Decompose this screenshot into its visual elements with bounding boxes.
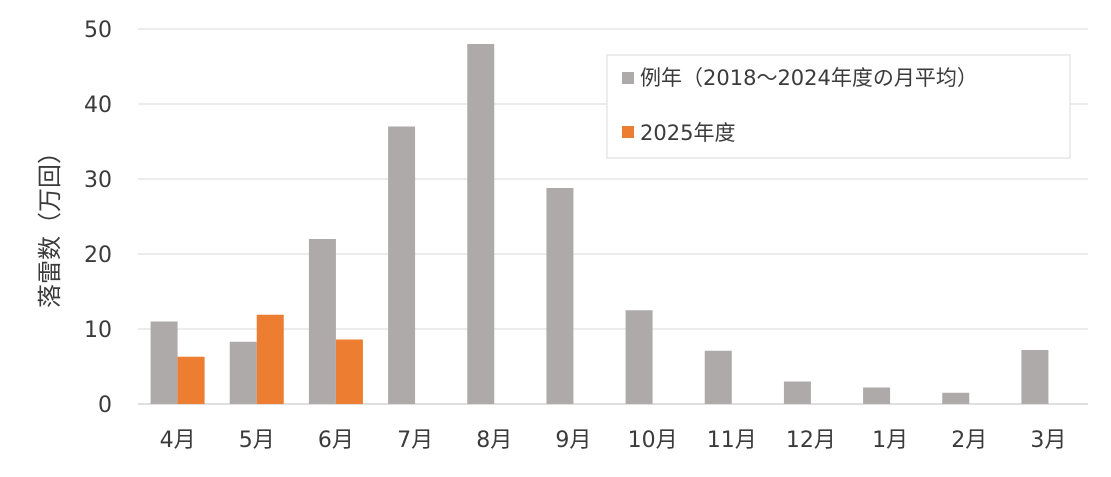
y-tick-label: 50 [84,18,112,43]
x-tick-label: 2月 [951,428,987,453]
x-tick-label: 9月 [555,428,591,453]
bar-average-5 [467,44,495,404]
y-tick-label: 0 [98,393,112,418]
bar-average-2 [229,341,257,404]
bar-average-9 [783,381,811,404]
bar-average-11 [942,392,970,404]
bars [150,44,1049,404]
x-tick-label: 12月 [786,428,836,453]
x-tick-label: 4月 [160,428,196,453]
legend-box [606,54,1071,159]
x-tick-label: 7月 [397,428,433,453]
x-axis-ticks: 4月 5月 6月 7月 8月 9月 10月 11月 12月 1月 2月 3月 [160,428,1067,453]
legend-label-2025: 2025年度 [640,121,735,145]
bar-2025-3 [335,339,363,404]
x-tick-label: 11月 [707,428,757,453]
legend-swatch-average [622,72,634,84]
x-tick-label: 3月 [1030,428,1066,453]
bar-average-4 [388,126,416,404]
legend-swatch-2025 [622,126,634,138]
x-tick-label: 1月 [872,428,908,453]
y-axis-label: 落雷数（万回） [36,140,64,308]
x-tick-label: 6月 [318,428,354,453]
bar-average-3 [308,239,336,404]
bar-average-6 [546,188,574,404]
bar-2025-2 [256,314,284,404]
bar-average-7 [625,310,653,404]
bar-average-8 [704,350,732,404]
bar-average-12 [1021,350,1049,404]
y-tick-label: 10 [84,318,112,343]
x-tick-label: 10月 [628,428,678,453]
bar-2025-1 [177,356,205,404]
y-tick-label: 40 [84,93,112,118]
x-tick-label: 8月 [476,428,512,453]
x-tick-label: 5月 [239,428,275,453]
y-tick-label: 30 [84,168,112,193]
bar-average-10 [863,387,891,404]
y-tick-label: 20 [84,243,112,268]
y-axis-ticks: 0 10 20 30 40 50 [84,18,112,418]
legend-label-average: 例年（2018～2024年度の月平均） [640,66,978,90]
legend: 例年（2018～2024年度の月平均） 2025年度 [606,54,1071,159]
bar-average-1 [150,321,178,404]
